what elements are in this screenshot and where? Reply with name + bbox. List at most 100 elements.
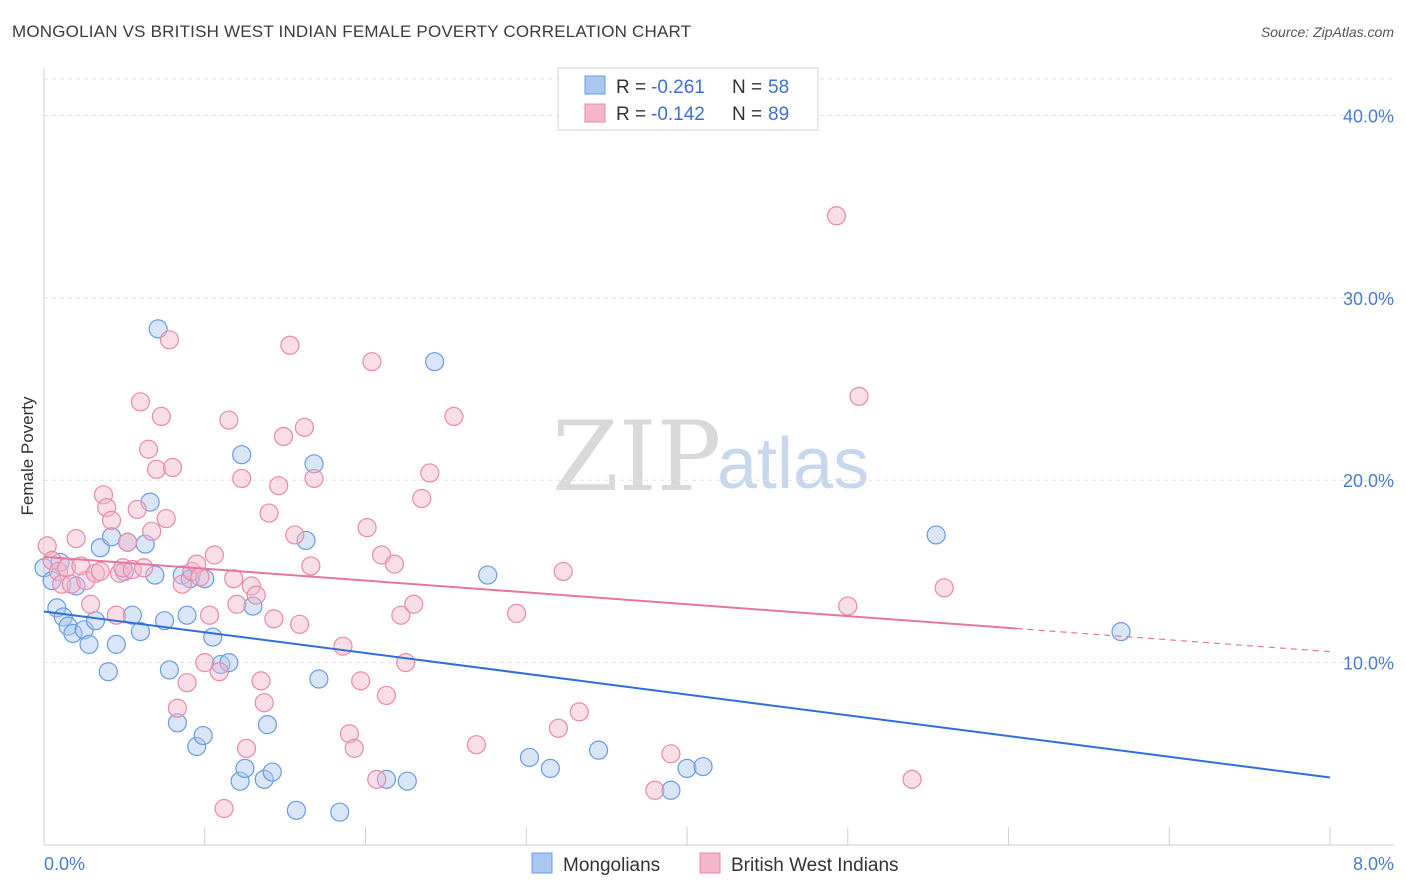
x-ticks — [204, 827, 1331, 845]
data-point — [540, 758, 560, 779]
data-point — [262, 762, 282, 782]
data-point — [177, 605, 197, 625]
data-point — [85, 611, 106, 631]
legend-r-value-bwi: -0.142 — [651, 104, 705, 125]
data-point — [232, 445, 252, 465]
data-point — [391, 605, 411, 625]
y-tick-label: 10.0% — [1343, 654, 1394, 674]
data-point — [117, 532, 138, 552]
data-point — [351, 671, 371, 691]
data-point — [145, 565, 165, 585]
data-point — [127, 499, 147, 520]
data-point — [159, 330, 179, 350]
data-point — [90, 561, 110, 582]
data-point — [397, 771, 417, 791]
data-point — [195, 653, 215, 673]
data-point — [101, 527, 122, 547]
legend-bottom-swatch-bwi — [699, 852, 721, 874]
data-point — [849, 386, 869, 406]
data-point — [294, 417, 315, 437]
data-point — [230, 771, 250, 791]
data-point — [289, 614, 310, 634]
data-point — [61, 574, 81, 594]
data-point — [478, 565, 498, 585]
data-point — [304, 454, 324, 474]
y-tick-labels: 10.0% 20.0% 30.0% 40.0% — [1343, 106, 1394, 673]
x-tick-label-min: 0.0% — [44, 854, 85, 874]
legend-r-label-bwi: R = — [616, 104, 646, 125]
data-point — [241, 576, 261, 596]
legend-swatch-mongolians — [584, 75, 606, 95]
legend-n-value-mongolians: 58 — [768, 77, 789, 98]
data-point — [138, 439, 159, 459]
legend-n-value-bwi: 89 — [768, 104, 789, 125]
data-point — [79, 634, 99, 654]
data-point — [412, 488, 432, 509]
data-point — [214, 798, 234, 819]
data-point — [285, 525, 305, 545]
data-point — [146, 459, 167, 479]
data-point — [367, 769, 387, 789]
data-point — [286, 800, 306, 820]
data-point — [280, 335, 300, 355]
legend-bottom-swatch-mongolians — [531, 852, 553, 874]
data-point — [163, 457, 183, 478]
data-point — [344, 738, 364, 758]
data-point — [569, 702, 589, 722]
data-point — [204, 545, 224, 565]
data-point — [187, 736, 207, 757]
data-point — [362, 352, 382, 372]
data-point — [63, 623, 83, 644]
data-point — [93, 485, 114, 505]
data-point — [693, 756, 713, 777]
data-point — [227, 594, 247, 614]
data-point — [330, 802, 350, 822]
x-tick-label-max: 8.0% — [1353, 854, 1394, 874]
data-point — [357, 518, 377, 538]
data-point — [109, 563, 130, 583]
data-point — [211, 654, 231, 675]
data-point — [273, 426, 294, 447]
data-point — [396, 653, 416, 673]
data-point — [259, 503, 279, 523]
legend-n-label-mongolians: N = — [732, 77, 762, 98]
data-point — [548, 718, 569, 738]
data-point — [151, 406, 171, 427]
data-point — [304, 468, 324, 489]
watermark-atlas: atlas — [717, 424, 869, 504]
legend-swatch-bwi — [584, 103, 606, 123]
y-tick-label: 40.0% — [1343, 106, 1394, 126]
legend-bottom: Mongolians British West Indians — [531, 852, 899, 876]
data-point — [243, 596, 263, 616]
gridlines — [44, 78, 1394, 664]
data-point — [507, 603, 527, 623]
data-point — [588, 740, 609, 760]
data-point — [269, 476, 289, 496]
data-point — [902, 769, 922, 789]
data-point — [425, 352, 445, 372]
y-tick-label: 20.0% — [1343, 471, 1394, 491]
trend-line — [43, 555, 1017, 630]
data-point — [1111, 622, 1131, 642]
data-point — [167, 698, 188, 718]
trend-line-extension — [1016, 627, 1331, 653]
chart-title: MONGOLIAN VS BRITISH WEST INDIAN FEMALE … — [12, 22, 692, 41]
data-point — [177, 673, 197, 693]
series-bwi — [37, 206, 954, 819]
data-point — [122, 605, 143, 625]
data-point — [333, 636, 353, 656]
data-point — [661, 744, 681, 764]
data-point — [301, 556, 321, 576]
data-points — [34, 206, 1131, 822]
data-point — [404, 594, 424, 614]
data-point — [37, 536, 57, 556]
data-point — [203, 627, 223, 647]
data-point — [81, 594, 101, 614]
data-point — [224, 569, 244, 589]
data-point — [661, 780, 681, 800]
data-point — [296, 530, 316, 551]
data-point — [466, 735, 487, 755]
data-point — [254, 693, 274, 713]
y-tick-label: 30.0% — [1343, 289, 1394, 309]
data-point — [257, 715, 278, 735]
